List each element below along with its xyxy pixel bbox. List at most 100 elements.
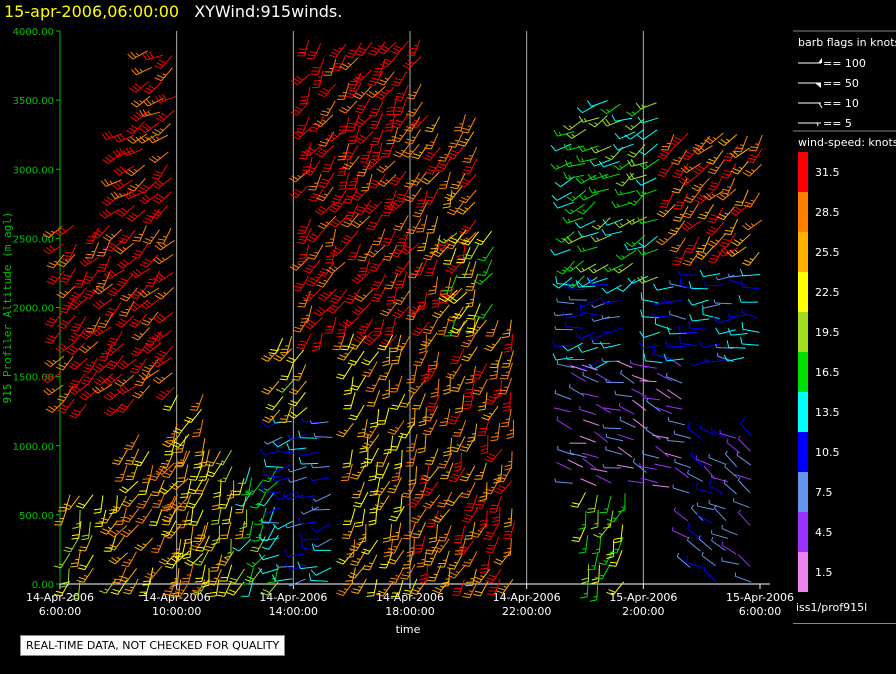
wind-barb <box>617 493 626 513</box>
barb-legend-half-feather <box>816 122 819 127</box>
wind-barb <box>273 348 292 362</box>
wind-barb <box>114 464 128 482</box>
wind-barb <box>453 452 462 472</box>
wind-barb <box>711 537 726 551</box>
wind-barb <box>458 173 477 188</box>
wind-barb <box>383 435 394 455</box>
wind-barb <box>741 321 760 333</box>
wind-barb <box>394 84 409 102</box>
wind-barb <box>462 582 478 599</box>
wind-barb <box>387 420 405 435</box>
wind-barb <box>734 135 748 153</box>
wind-barb <box>336 422 354 438</box>
wind-barb <box>393 493 403 513</box>
wind-barb <box>602 464 621 469</box>
wind-barb <box>221 506 233 525</box>
wind-barb <box>169 477 189 491</box>
wind-barb <box>394 271 408 289</box>
wind-barb <box>471 363 488 380</box>
wind-barb <box>308 173 322 191</box>
wind-barb <box>578 192 600 201</box>
wind-barb <box>272 438 293 448</box>
wind-barb <box>104 343 124 356</box>
wind-barb <box>71 521 82 540</box>
wind-barb <box>145 270 161 288</box>
wind-barb <box>393 98 408 116</box>
wind-barb <box>556 260 575 275</box>
y-tick-label: 500.00 <box>19 511 54 522</box>
wind-barb <box>142 465 154 484</box>
wind-barb <box>150 479 165 497</box>
wind-barb <box>295 116 310 134</box>
wind-barb <box>361 434 380 449</box>
wind-barb <box>194 478 210 495</box>
wind-barb <box>579 305 599 316</box>
wind-barb <box>258 533 279 542</box>
wind-barb <box>550 143 572 152</box>
wind-barb <box>579 299 598 308</box>
wind-barb <box>393 289 411 306</box>
wind-barb <box>70 549 82 568</box>
wind-barb <box>599 495 612 514</box>
wind-barb <box>406 83 422 100</box>
y-tick-label: 1000.00 <box>13 442 54 453</box>
wind-barb <box>183 525 194 545</box>
wind-barb <box>482 524 499 541</box>
wind-barb <box>687 469 703 482</box>
wind-barb <box>94 509 107 528</box>
wind-barb <box>404 187 422 203</box>
wind-barb <box>193 450 205 469</box>
wind-barb <box>443 375 451 395</box>
wind-barb <box>602 424 621 429</box>
wind-barb <box>232 538 252 552</box>
wind-barb <box>687 320 707 330</box>
wind-barb <box>418 334 427 354</box>
wind-barb <box>242 520 254 539</box>
wind-barb <box>437 145 453 162</box>
wind-barb <box>566 281 586 291</box>
wind-barb <box>377 407 390 425</box>
wind-barb <box>657 161 674 178</box>
speed-legend-label: 16.5 <box>815 366 840 379</box>
wind-barb <box>452 420 467 437</box>
wind-barb <box>154 67 173 82</box>
wind-barb <box>708 454 725 465</box>
wind-barb <box>119 568 138 583</box>
wind-barb <box>642 450 660 459</box>
wind-barb <box>430 378 440 398</box>
wind-barb <box>344 288 361 304</box>
wind-barb <box>679 336 698 347</box>
wind-barb <box>385 97 397 116</box>
wind-barb <box>637 116 659 124</box>
wind-barb <box>319 100 336 117</box>
wind-barb <box>189 509 204 526</box>
wind-barb <box>564 203 585 215</box>
wind-barb <box>163 524 182 539</box>
wind-barb <box>441 568 451 588</box>
speed-legend-label: 22.5 <box>815 286 840 299</box>
wind-barb <box>375 86 395 100</box>
wind-barb <box>707 207 724 224</box>
wind-barb <box>688 314 710 322</box>
wind-barb <box>498 377 513 395</box>
wind-barb <box>671 526 689 539</box>
wind-barb <box>329 214 349 228</box>
wind-barb <box>726 340 746 349</box>
speed-legend-label: 1.5 <box>815 566 833 579</box>
wind-barb <box>713 316 734 324</box>
wind-barb <box>377 334 394 351</box>
wind-barb <box>56 285 76 299</box>
wind-barb <box>726 438 741 454</box>
wind-barb <box>213 478 222 498</box>
wind-barb <box>666 436 685 443</box>
wind-barb <box>437 550 450 568</box>
wind-barb <box>652 484 670 488</box>
wind-barb <box>501 350 514 368</box>
wind-barb <box>720 163 737 179</box>
wind-barb <box>264 436 283 445</box>
wind-barb <box>678 174 699 186</box>
wind-barb <box>637 248 659 256</box>
wind-barb <box>606 581 625 596</box>
wind-barb <box>667 389 682 400</box>
wind-barb <box>696 511 713 524</box>
